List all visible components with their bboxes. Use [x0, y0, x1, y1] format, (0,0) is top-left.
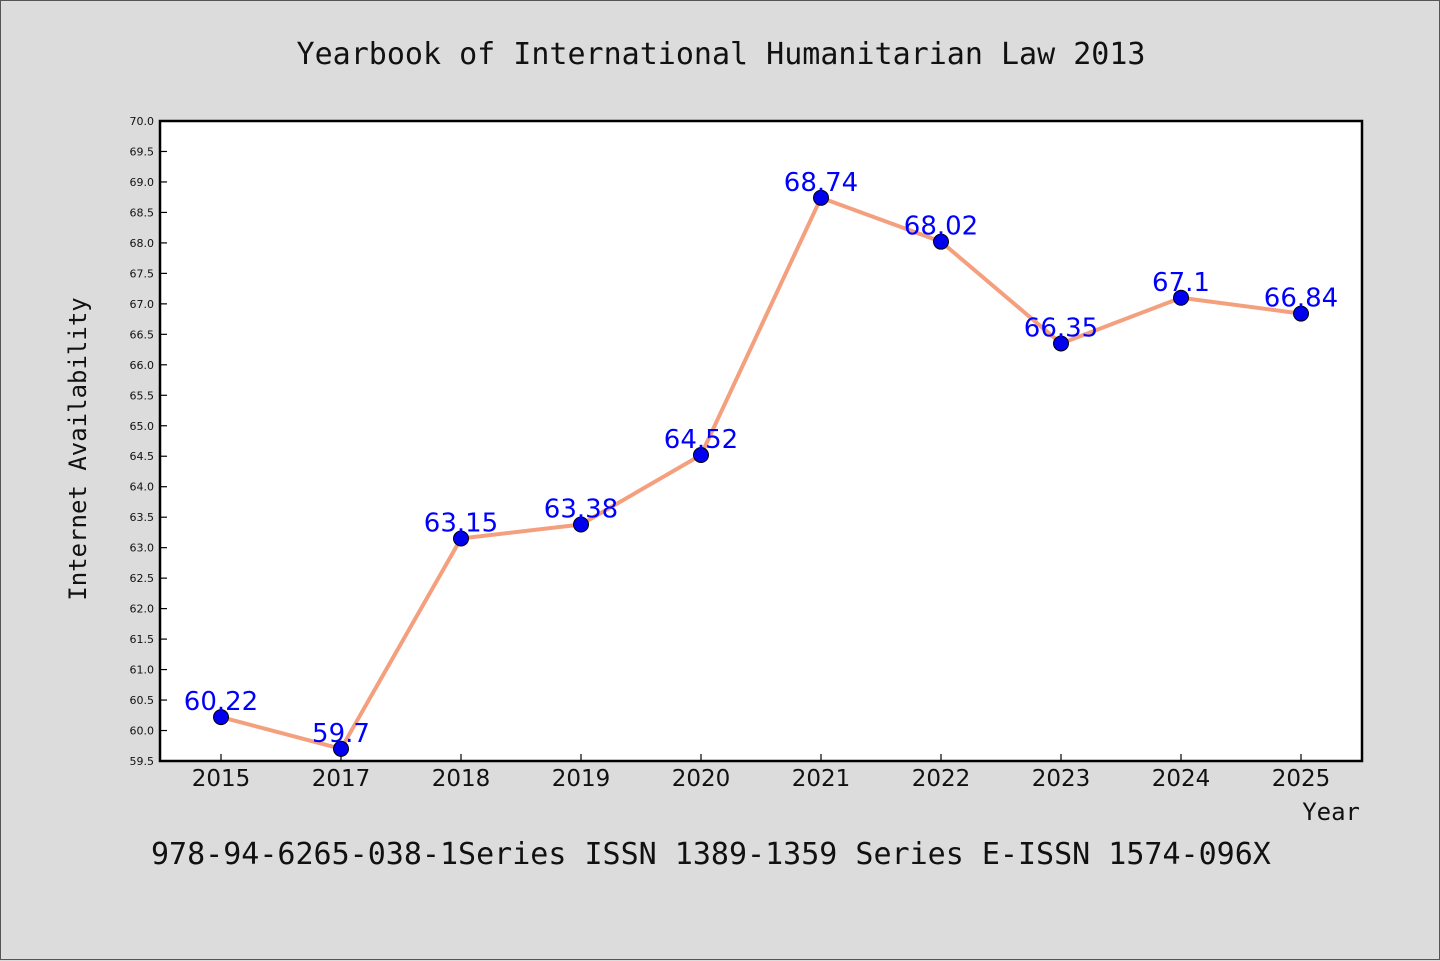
x-tick-label: 2024	[1152, 766, 1211, 792]
y-tick-label: 64.0	[130, 481, 155, 494]
series-internet-availability	[213, 189, 1309, 757]
data-labels: 60.22 59.7 63.15 63.38 64.52 68.74 68.02 66.35 6…	[184, 168, 1338, 749]
data-point	[453, 530, 469, 547]
data-point	[573, 516, 589, 533]
y-tick-label: 62.0	[130, 603, 155, 616]
data-point	[333, 740, 349, 757]
y-tick-label: 66.0	[130, 359, 155, 372]
y-tick-label: 60.5	[130, 694, 155, 707]
x-tick-label: 2020	[672, 766, 731, 792]
y-tick-label: 68.5	[130, 206, 155, 219]
data-label: 66.35	[1024, 313, 1098, 343]
data-label: 59.7	[312, 719, 370, 749]
y-tick-label: 63.5	[130, 511, 155, 524]
y-tick-label: 61.0	[130, 664, 155, 677]
x-tick-label: 2023	[1032, 766, 1091, 792]
y-tick-label: 66.5	[130, 328, 155, 341]
y-tick-label: 65.0	[130, 420, 155, 433]
y-tick-label: 70.0	[130, 115, 155, 128]
data-label: 63.15	[424, 509, 498, 539]
x-tick-label: 2017	[312, 766, 371, 792]
y-tick-label: 61.5	[130, 633, 155, 646]
data-point	[693, 447, 709, 464]
y-tick-label: 60.0	[130, 725, 155, 738]
x-tick-label: 2019	[552, 766, 611, 792]
x-axis-label: Year	[1302, 798, 1360, 826]
data-label: 60.22	[184, 687, 258, 717]
data-label: 67.1	[1152, 268, 1210, 298]
x-tick-label: 2021	[792, 766, 851, 792]
y-tick-label: 69.5	[130, 145, 155, 158]
series-line	[220, 195, 1302, 751]
plot-area	[158, 119, 1364, 763]
data-label: 64.52	[664, 425, 738, 455]
x-tick-label: 2022	[912, 766, 971, 792]
y-tick-label: 63.0	[130, 542, 155, 555]
chart-title: Yearbook of International Humanitarian L…	[297, 37, 1146, 72]
data-point	[1173, 289, 1189, 306]
footer-isbn-issn: 978-94-6265-038-1Series ISSN 1389-1359 S…	[151, 837, 1271, 872]
data-point	[1053, 335, 1069, 352]
data-point	[1293, 305, 1309, 322]
y-tick-label: 64.5	[130, 450, 155, 463]
data-label: 68.02	[904, 212, 978, 242]
y-axis-label: Internet Availability	[64, 297, 92, 600]
y-tick-label: 59.5	[130, 755, 155, 768]
x-axis: 2015 2017 2018 2019 2020 2021 2022 2023 2024 2025	[192, 754, 1331, 792]
data-point	[213, 709, 229, 726]
y-tick-label: 68.0	[130, 237, 155, 250]
data-point	[933, 233, 949, 250]
data-label: 68.74	[784, 168, 858, 198]
x-tick-label: 2018	[432, 766, 491, 792]
data-point	[813, 189, 829, 206]
y-tick-label: 67.5	[130, 267, 155, 280]
x-tick-label: 2015	[192, 766, 251, 792]
y-tick-label: 67.0	[130, 298, 155, 311]
data-label: 66.84	[1264, 284, 1338, 314]
data-label: 63.38	[544, 495, 618, 525]
y-axis: 59.5 60.0 60.5 61.0 61.5 62.0 62.5 63.0 63.5 64.0…	[130, 115, 167, 768]
y-tick-label: 65.5	[130, 389, 155, 402]
y-tick-label: 62.5	[130, 572, 155, 585]
x-tick-label: 2025	[1272, 766, 1331, 792]
y-tick-label: 69.0	[130, 176, 155, 189]
